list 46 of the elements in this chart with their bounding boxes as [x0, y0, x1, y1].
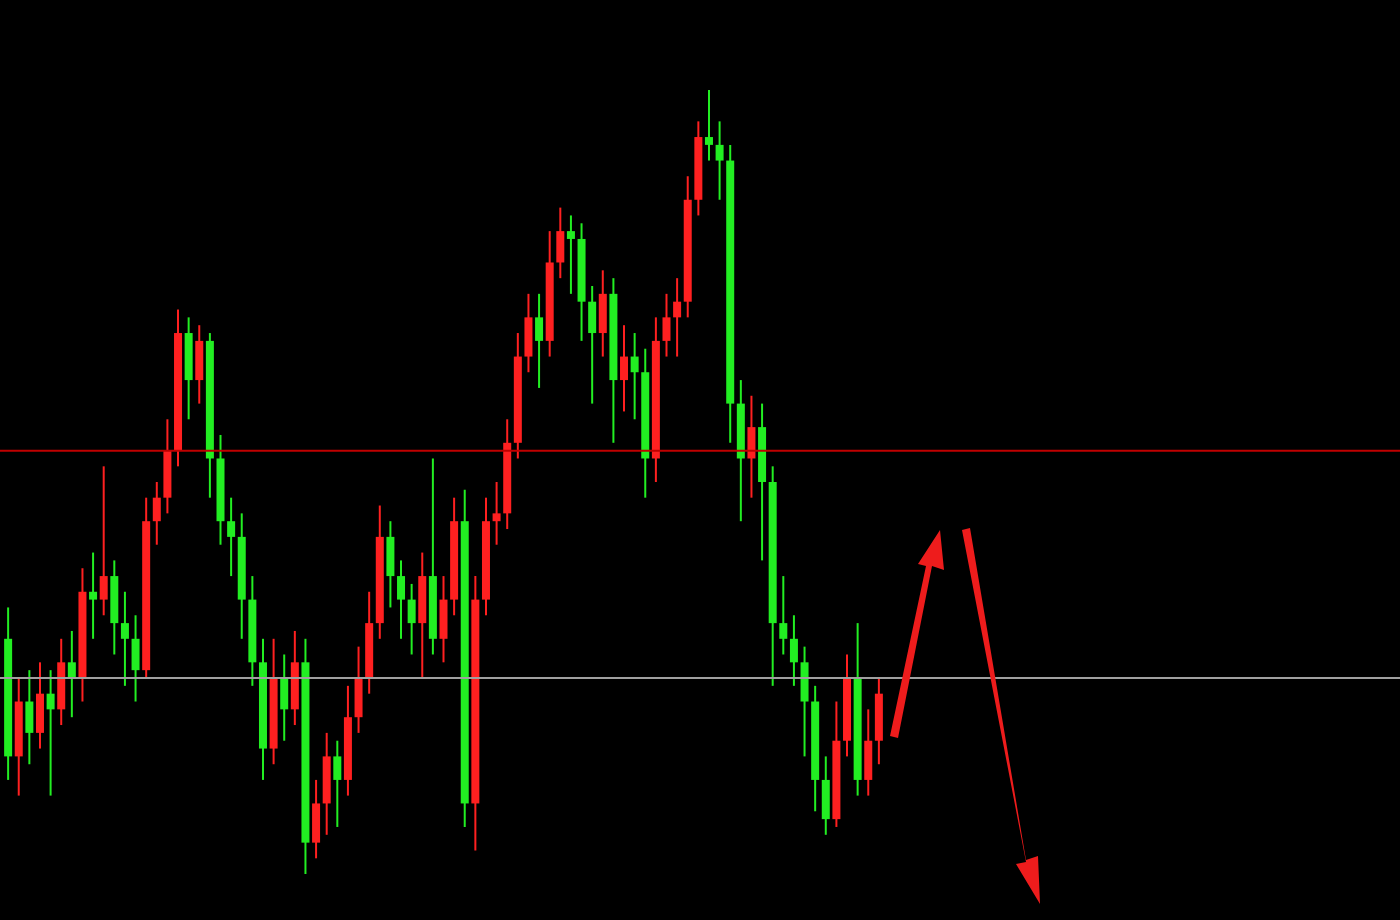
candlestick: [397, 559, 406, 640]
candlestick: [131, 614, 140, 703]
candlestick: [662, 292, 671, 358]
candlestick: [163, 418, 172, 515]
candlestick: [184, 316, 193, 421]
candlestick: [779, 575, 788, 656]
candlestick: [280, 653, 289, 742]
candlestick: [418, 551, 427, 679]
candlestick: [535, 292, 544, 389]
candlestick: [99, 465, 108, 617]
candlestick: [152, 481, 161, 546]
candlestick: [789, 614, 798, 687]
candlestick: [673, 277, 682, 358]
candlestick: [322, 731, 331, 836]
candlestick: [620, 324, 629, 413]
candlestick: [588, 285, 597, 405]
candlestick: [704, 90, 713, 162]
candlestick: [524, 292, 533, 374]
candlestick: [864, 708, 873, 797]
candlestick: [25, 669, 34, 766]
candlestick: [821, 755, 830, 836]
candlestick: [598, 269, 607, 358]
candlestick: [312, 778, 321, 860]
candlestick: [227, 496, 236, 578]
candlestick: [492, 481, 501, 546]
candlestick: [120, 590, 129, 687]
candlestick: [874, 677, 883, 766]
candlestick: [556, 206, 565, 280]
candlestick: [715, 120, 724, 201]
candlestick: [333, 739, 342, 828]
candlestick: [386, 520, 395, 609]
candlestick: [630, 332, 639, 421]
candlestick: [57, 637, 66, 727]
candlestick: [89, 551, 98, 640]
candlestick: [800, 645, 809, 758]
candlestick: [290, 629, 299, 727]
candlestick: [46, 669, 55, 797]
candlestick: [35, 661, 44, 750]
candlestick: [747, 394, 756, 499]
candlestick: [67, 629, 76, 719]
candlestick: [566, 214, 575, 295]
candlestick: [354, 645, 363, 734]
candlestick: [195, 324, 204, 405]
candlestick: [439, 575, 448, 664]
candlestick: [407, 582, 416, 656]
candlestick: [110, 559, 119, 656]
